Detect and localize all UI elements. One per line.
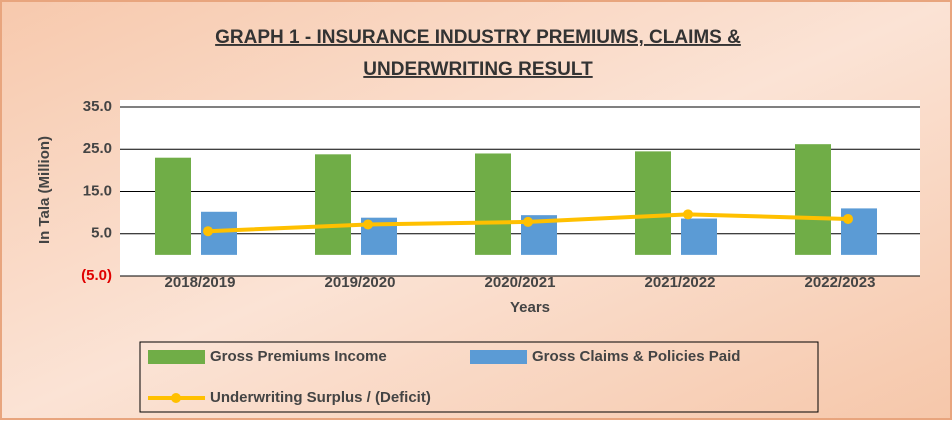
y-tick-label: 35.0: [83, 98, 112, 115]
legend-label: Gross Premiums Income: [210, 348, 387, 365]
line-marker: [203, 226, 213, 237]
line-marker: [683, 209, 693, 220]
line-marker: [523, 216, 533, 227]
legend-swatch: [148, 350, 205, 364]
legend-label: Underwriting Surplus / (Deficit): [210, 389, 431, 406]
legend-label: Gross Claims & Policies Paid: [532, 348, 740, 365]
bar: [635, 151, 671, 255]
bar: [155, 157, 191, 255]
legend: [139, 341, 819, 413]
legend-swatch: [470, 350, 527, 364]
line-marker: [843, 213, 853, 224]
x-tick-label: 2022/2023: [805, 274, 876, 291]
bar: [475, 153, 511, 255]
y-tick-label: 15.0: [83, 182, 112, 199]
bar: [681, 218, 717, 255]
x-axis-label: Years: [510, 299, 550, 316]
x-tick-label: 2020/2021: [485, 274, 556, 291]
bar: [795, 144, 831, 255]
y-tick-label: (5.0): [81, 267, 112, 284]
plot-area: [120, 100, 920, 276]
legend-swatch: [171, 393, 181, 403]
y-tick-label: 5.0: [91, 225, 112, 242]
bar: [315, 154, 351, 255]
x-tick-label: 2021/2022: [645, 274, 716, 291]
chart-title: UNDERWRITING RESULT: [363, 59, 593, 80]
line-marker: [363, 219, 373, 230]
chart-title: GRAPH 1 - INSURANCE INDUSTRY PREMIUMS, C…: [215, 27, 741, 48]
x-tick-label: 2019/2020: [325, 274, 396, 291]
y-tick-label: 25.0: [83, 140, 112, 157]
y-axis-label: In Tala (Million): [36, 136, 53, 244]
x-tick-label: 2018/2019: [165, 274, 236, 291]
